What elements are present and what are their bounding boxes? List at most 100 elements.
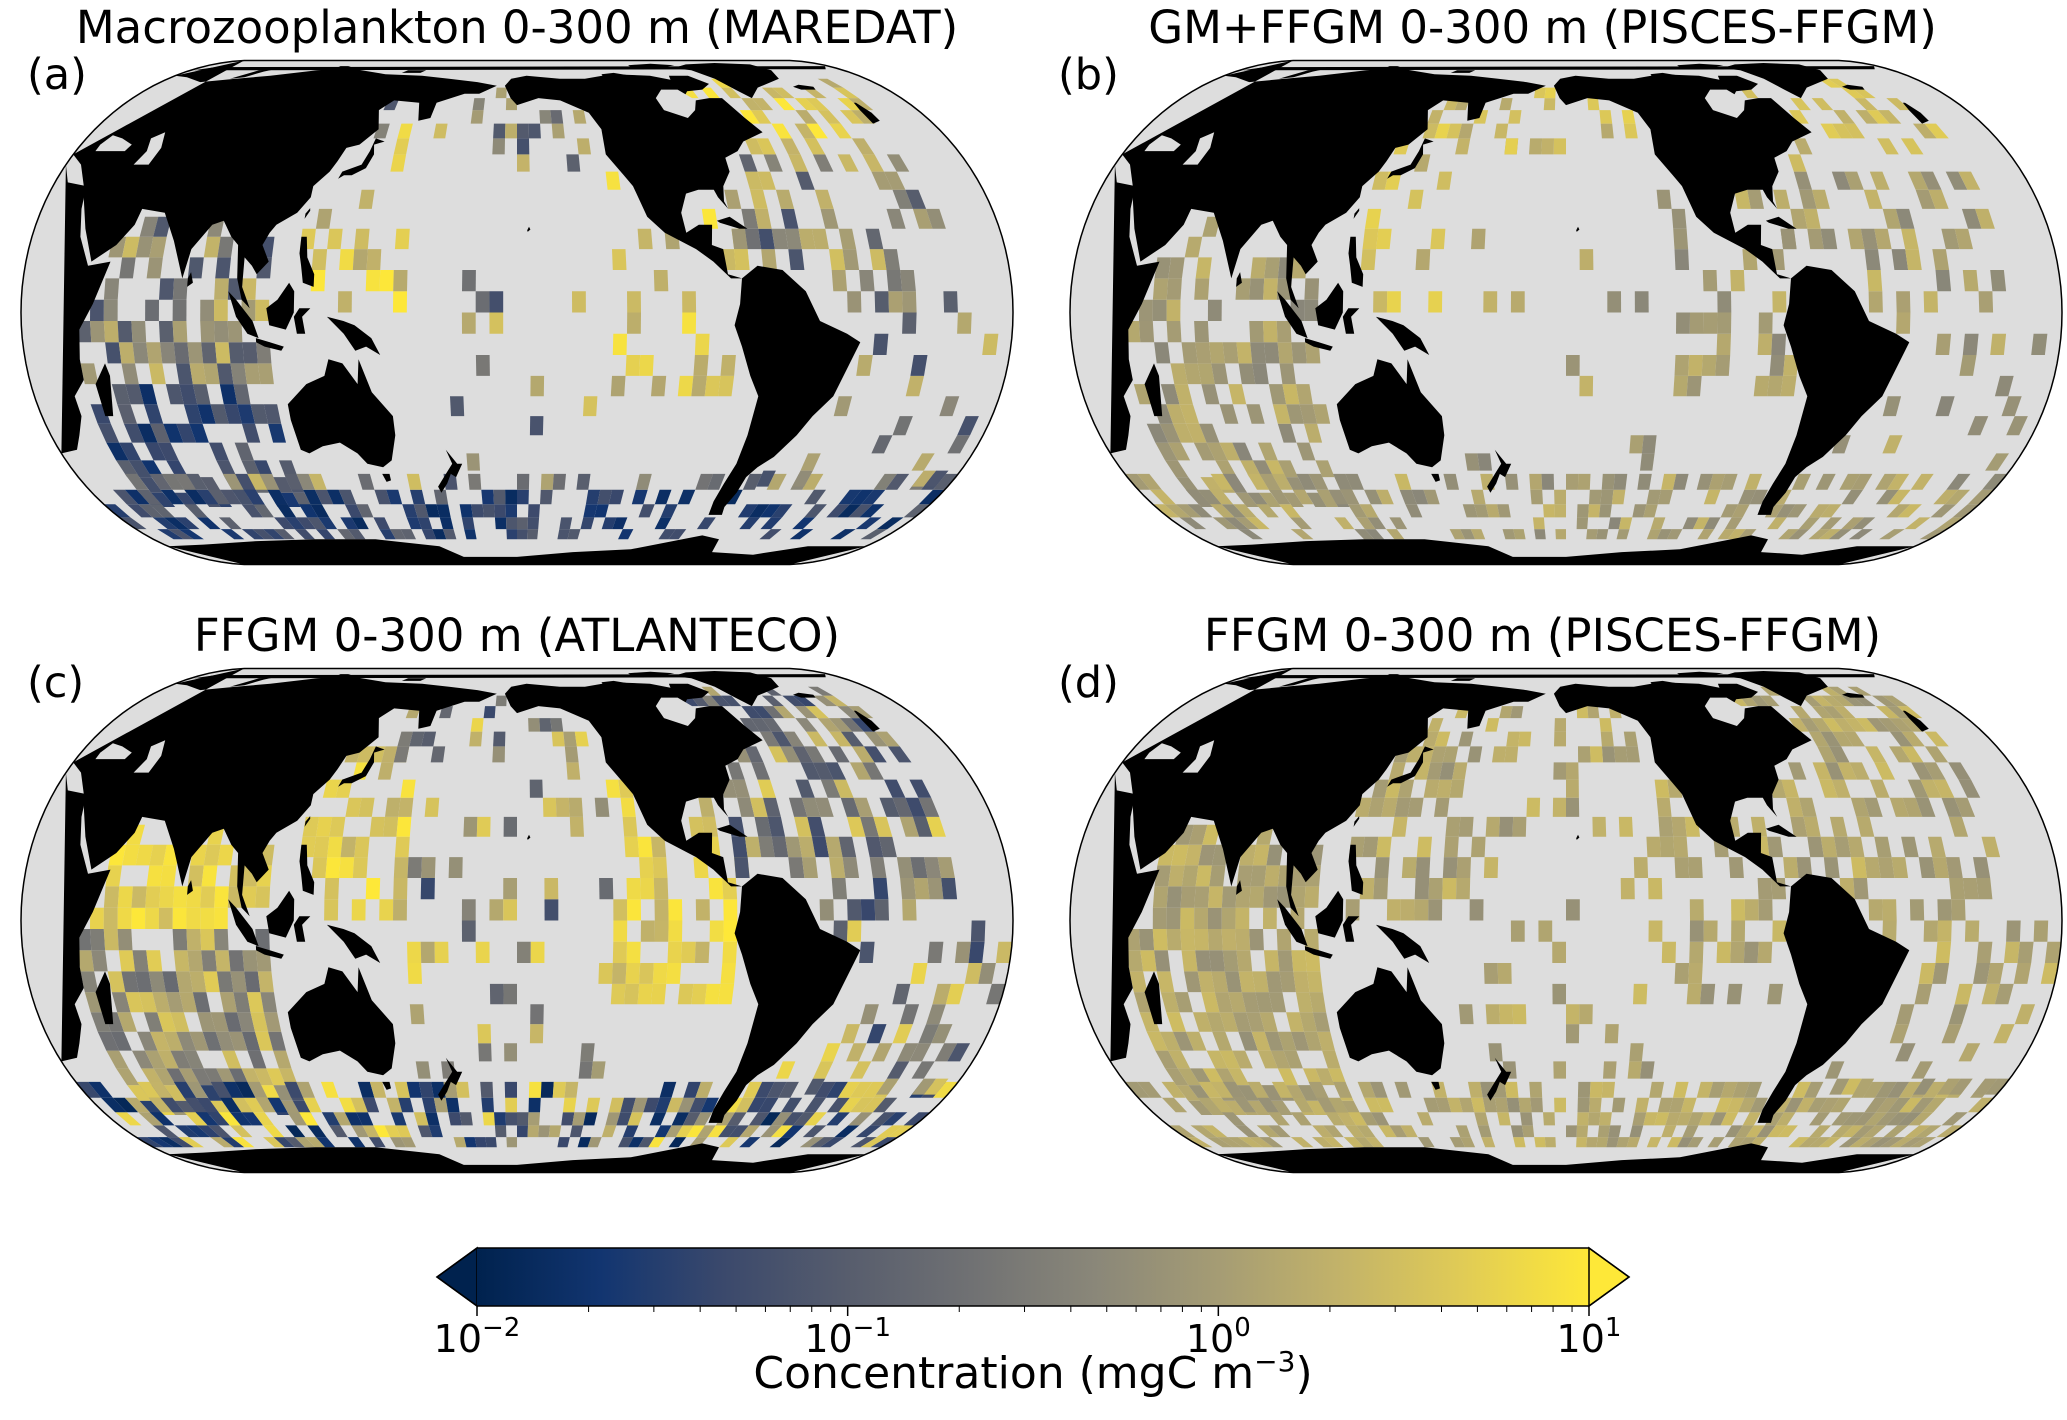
data-cell [838,489,862,505]
data-cell [517,473,530,490]
data-cell [274,517,295,530]
data-cell [215,1031,235,1051]
panel-d: FFGM 0-300 m (PISCES-FFGM) (d) [1034,610,2067,1230]
inland-water-caspian [1182,740,1215,773]
data-cell [528,718,541,732]
data-cell [110,1031,132,1051]
data-cell [310,504,330,518]
data-cell [505,504,517,518]
data-cell [1959,355,1977,376]
data-cell [905,189,927,209]
data-cell [1912,1078,1936,1095]
data-cell [315,816,333,837]
data-cell [406,517,422,530]
data-cell [1777,1125,1798,1138]
data-cell [566,762,581,780]
land-nsiberian [401,678,427,681]
data-cell [103,886,120,908]
data-cell [719,1137,740,1148]
data-cell [561,1112,575,1126]
data-cell [493,731,506,747]
land-philippines [1348,844,1364,895]
data-cell [585,489,601,505]
data-cell [848,706,874,719]
data-cell [763,154,783,172]
data-cell [505,1097,517,1113]
data-cell [1809,504,1830,518]
data-cell [273,1050,292,1069]
data-cell [170,1012,190,1032]
map-d [1064,663,2067,1178]
data-cell [627,1112,644,1126]
land-svalbard [193,66,826,71]
data-cell [1886,98,1912,111]
data-cell [149,1112,175,1126]
data-cell [594,797,610,817]
data-cell [1882,435,1903,454]
data-cell [174,1100,198,1115]
data-cell [1179,517,1207,530]
data-cell [1886,1081,1910,1098]
land-sumatra [1277,899,1308,947]
data-cell [462,270,476,292]
data-cell [1981,836,2001,858]
data-cell [1341,1100,1361,1115]
data-cell [184,504,208,518]
data-cell [1603,1061,1617,1079]
data-cell [1333,1081,1353,1098]
data-cell [1976,878,1993,900]
data-cell [1268,992,1287,1013]
data-cell [1820,228,1838,250]
data-cell [1984,1078,2010,1095]
land-svalbard [193,674,826,679]
land-sumatra [228,899,259,947]
data-cell [231,1097,253,1113]
data-cell [576,138,591,155]
data-cell [1389,1125,1408,1138]
data-cell [682,1112,701,1126]
data-cell [1168,257,1185,279]
data-cell [1587,706,1600,719]
colorbar-extend-high [1588,1246,1631,1308]
data-cell [425,1112,440,1126]
data-cell [1386,899,1401,921]
data-cell [1315,1068,1335,1086]
data-cell [1215,460,1237,478]
data-cell [1474,1112,1489,1126]
data-cell [351,517,369,530]
land-eurasia [73,60,497,309]
data-cell [831,878,848,900]
data-cell [918,797,940,817]
data-cell [1849,762,1870,780]
data-cell [123,423,145,443]
data-cell [1184,363,1202,385]
data-cell [739,1137,761,1148]
data-cell [210,1081,232,1098]
data-cell [583,504,598,518]
data-cell [310,270,326,292]
data-cell [257,363,274,385]
data-cell [1249,278,1265,300]
data-cell [517,529,528,540]
data-cell [761,87,784,99]
data-cell [833,920,848,942]
data-cell [517,517,528,530]
data-cell [1834,836,1851,858]
data-cell [1618,517,1633,530]
data-cell [626,878,641,900]
data-cell [398,797,414,817]
data-cell [1932,857,1950,878]
data-cell [356,1112,374,1126]
data-cell [819,899,834,921]
data-cell [805,706,829,719]
land-southamerica [1757,265,1910,515]
data-cell [1174,992,1193,1013]
data-cell [1436,171,1453,190]
data-cell [1599,718,1613,732]
map-a [15,55,1019,570]
data-cell [1749,1097,1768,1113]
data-cell [172,299,187,321]
data-cell [1901,228,1919,250]
data-cell [1553,762,1566,780]
data-cell [1600,123,1614,139]
